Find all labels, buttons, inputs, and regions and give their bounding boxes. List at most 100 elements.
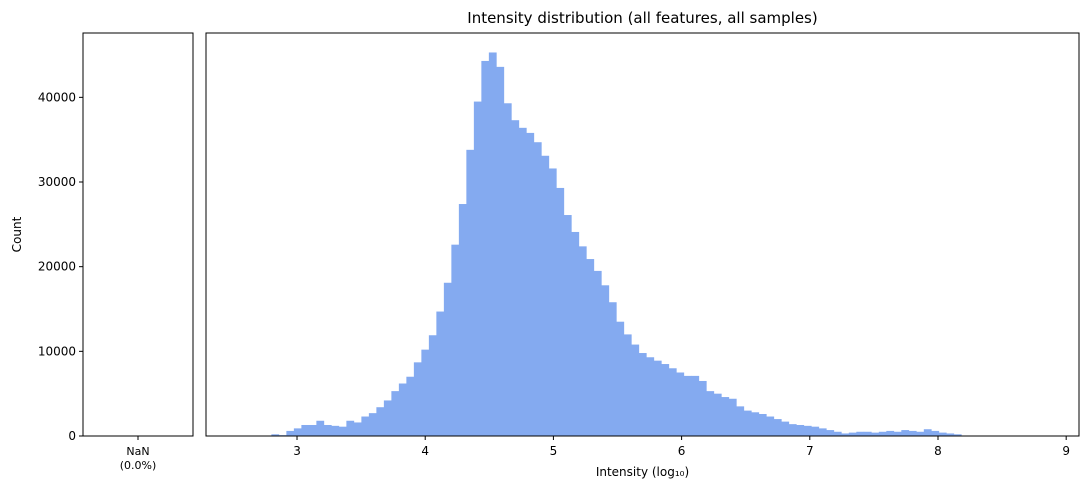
histogram-panel: Intensity distribution (all features, al… bbox=[205, 9, 1080, 479]
histogram-bar bbox=[308, 424, 317, 436]
histogram-bar bbox=[443, 282, 452, 436]
histogram-bar bbox=[871, 432, 880, 436]
histogram-bar bbox=[421, 349, 430, 436]
histogram-bar bbox=[683, 375, 692, 436]
histogram-bar bbox=[353, 422, 362, 436]
histogram-bar bbox=[533, 142, 542, 437]
histogram-bar bbox=[818, 428, 827, 436]
histogram-bar bbox=[661, 364, 670, 436]
x-tick-label: 6 bbox=[678, 444, 686, 458]
histogram-bar bbox=[953, 434, 962, 436]
histogram-bar bbox=[406, 376, 415, 436]
nan-panel-frame bbox=[82, 32, 194, 437]
histogram-bar bbox=[713, 393, 722, 436]
histogram-bar bbox=[368, 413, 377, 436]
x-axis-ticks: 3 4 5 6 7 8 9 bbox=[293, 436, 1070, 458]
y-axis-label: Count bbox=[10, 216, 24, 252]
histogram-bar bbox=[473, 101, 482, 436]
y-tick-label: 10000 bbox=[38, 344, 76, 358]
histogram-bar bbox=[593, 270, 602, 436]
histogram-bar bbox=[863, 431, 872, 436]
histogram-bar bbox=[743, 410, 752, 436]
histogram-bar bbox=[518, 127, 527, 436]
histogram-bar bbox=[893, 431, 902, 436]
histogram-bar bbox=[526, 132, 535, 436]
histogram-bar bbox=[938, 432, 947, 436]
histogram-bar bbox=[563, 215, 572, 436]
histogram-bar bbox=[668, 368, 677, 436]
histogram-bar bbox=[616, 321, 625, 436]
nan-tick-label-line1: NaN bbox=[126, 445, 149, 458]
histogram-bar bbox=[556, 187, 565, 436]
histogram-bar bbox=[511, 120, 520, 436]
histogram-bar bbox=[286, 430, 295, 436]
histogram-bar bbox=[383, 400, 392, 436]
histogram-bars bbox=[271, 52, 962, 437]
histogram-bar bbox=[736, 406, 745, 436]
x-tick-label: 3 bbox=[293, 444, 301, 458]
y-tick-label: 30000 bbox=[38, 175, 76, 189]
histogram-bar bbox=[601, 285, 610, 436]
histogram-bar bbox=[646, 357, 655, 436]
histogram-bar bbox=[338, 426, 347, 436]
histogram-bar bbox=[631, 344, 640, 436]
nan-tick-label-line2: (0.0%) bbox=[120, 459, 157, 472]
histogram-bar bbox=[931, 430, 940, 436]
histogram-bar bbox=[458, 204, 467, 436]
histogram-bar bbox=[496, 66, 505, 437]
x-tick-label: 5 bbox=[550, 444, 558, 458]
histogram-bar bbox=[856, 431, 865, 436]
histogram-bar bbox=[878, 431, 887, 436]
histogram-bar bbox=[908, 430, 917, 436]
y-tick-label: 20000 bbox=[38, 260, 76, 274]
histogram-bar bbox=[586, 259, 595, 436]
histogram-bar bbox=[451, 244, 460, 436]
histogram-bar bbox=[848, 432, 857, 436]
histogram-bar bbox=[608, 302, 617, 436]
y-tick-label: 40000 bbox=[38, 90, 76, 104]
histogram-bar bbox=[428, 335, 437, 436]
y-axis-ticks: 0 10000 20000 30000 40000 bbox=[38, 90, 83, 443]
histogram-bar bbox=[301, 424, 310, 436]
x-tick-label: 8 bbox=[934, 444, 942, 458]
histogram-bar bbox=[578, 246, 587, 436]
histogram-bar bbox=[376, 407, 385, 436]
histogram-bar bbox=[886, 430, 895, 436]
histogram-bar bbox=[391, 391, 400, 436]
histogram-bar bbox=[466, 149, 475, 437]
histogram-bar bbox=[788, 424, 797, 436]
histogram-bar bbox=[413, 362, 422, 436]
histogram-bar bbox=[436, 311, 445, 436]
x-tick-label: 7 bbox=[806, 444, 814, 458]
chart-title: Intensity distribution (all features, al… bbox=[467, 9, 817, 27]
histogram-bar bbox=[361, 416, 370, 436]
histogram-bar bbox=[781, 421, 790, 436]
histogram-bar bbox=[488, 52, 497, 437]
histogram-bar bbox=[751, 412, 760, 436]
histogram-bar bbox=[758, 413, 767, 436]
histogram-bar bbox=[796, 424, 805, 436]
histogram-bar bbox=[571, 231, 580, 436]
histogram-bar bbox=[346, 420, 355, 436]
histogram-bar bbox=[766, 416, 775, 436]
x-axis-label: Intensity (log₁₀) bbox=[596, 465, 689, 479]
histogram-bar bbox=[638, 353, 647, 436]
x-tick-label: 9 bbox=[1062, 444, 1070, 458]
histogram-bar bbox=[728, 398, 737, 436]
histogram-panel-frame bbox=[205, 32, 1080, 437]
histogram-bar bbox=[811, 426, 820, 436]
histogram-bar bbox=[826, 430, 835, 436]
histogram-bar bbox=[946, 433, 955, 436]
histogram-bar bbox=[803, 425, 812, 436]
histogram-bar bbox=[841, 433, 850, 436]
histogram-bar bbox=[653, 360, 662, 436]
histogram-bar bbox=[331, 425, 340, 436]
histogram-bar bbox=[541, 155, 550, 436]
histogram-bar bbox=[548, 168, 557, 436]
histogram-bar bbox=[398, 383, 407, 436]
histogram-bar bbox=[271, 434, 280, 436]
nan-panel: 0 10000 20000 30000 40000 NaN (0.0%) Count bbox=[10, 32, 194, 472]
histogram-bar bbox=[481, 60, 490, 436]
histogram-bar bbox=[676, 372, 685, 436]
